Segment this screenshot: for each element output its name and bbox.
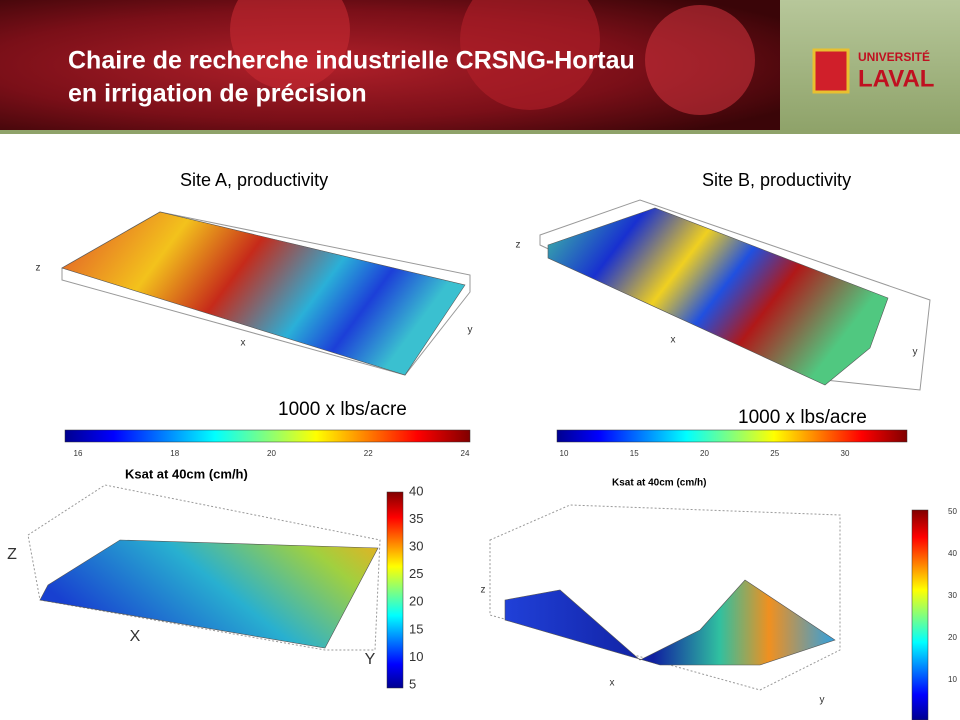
logo-text: UNIVERSITÉ <box>858 49 930 64</box>
colorbar-tick: 50 <box>948 507 957 516</box>
colorbar <box>386 491 404 689</box>
surface <box>61 211 466 376</box>
surface <box>39 539 379 649</box>
colorbar-tick: 10 <box>409 649 423 664</box>
berry <box>230 0 350 90</box>
colorbar-tick: 24 <box>461 449 470 458</box>
colorbar-tick: 5 <box>409 676 416 691</box>
axis-label: z <box>481 585 486 596</box>
plot-title: Ksat at 40cm (cm/h) <box>612 478 706 489</box>
colorbar-tick: 25 <box>770 449 779 458</box>
header-title: Chaire de recherche industrielle CRSNG-H… <box>68 47 635 75</box>
colorbar-tick: 10 <box>948 675 957 684</box>
colorbar-tick: 35 <box>409 511 423 526</box>
colorbar-tick: 16 <box>74 449 83 458</box>
colorbar-tick: 20 <box>409 594 423 609</box>
axis-label: y <box>913 347 918 358</box>
axis-label: z <box>516 240 521 251</box>
axis-label: x <box>241 338 246 349</box>
plot-box <box>539 199 931 391</box>
axis-label: Y <box>365 651 376 668</box>
surface <box>504 579 836 666</box>
figures: Site A, productivity z x y 1000 x lbs/acre 16… <box>7 170 957 720</box>
colorbar <box>556 429 908 443</box>
axis-label: x <box>610 678 615 689</box>
colorbar-tick: 40 <box>948 549 957 558</box>
colorbar-tick: 22 <box>364 449 373 458</box>
colorbar-tick: 30 <box>841 449 850 458</box>
colorbar <box>64 429 471 443</box>
axis-label: x <box>671 335 676 346</box>
colorbar <box>911 509 929 720</box>
colorbar-tick: 20 <box>948 633 957 642</box>
divider <box>0 130 960 134</box>
plot-title: Site B, productivity <box>702 170 851 190</box>
colorbar-tick: 18 <box>170 449 179 458</box>
colorbar-tick: 10 <box>560 449 569 458</box>
axis-label: X <box>130 628 141 645</box>
berry <box>645 5 755 115</box>
colorbar-tick: 15 <box>409 621 423 636</box>
colorbar-tick: 30 <box>948 591 957 600</box>
axis-label: Z <box>7 546 17 563</box>
colorbar-tick: 20 <box>267 449 276 458</box>
colorbar-unit: 1000 x lbs/acre <box>278 399 407 420</box>
header-title: en irrigation de précision <box>68 80 367 108</box>
colorbar-tick: 15 <box>630 449 639 458</box>
plot-title: Ksat at 40cm (cm/h) <box>125 466 248 481</box>
plot-title: Site A, productivity <box>180 170 328 190</box>
berry <box>460 0 600 110</box>
colorbar-tick: 40 <box>409 483 423 498</box>
axis-label: z <box>36 263 41 274</box>
surface <box>547 207 889 386</box>
axis-label: y <box>820 695 825 706</box>
logo-shield <box>812 48 850 94</box>
colorbar-tick: 25 <box>409 566 423 581</box>
logo-text: LAVAL <box>858 65 934 92</box>
colorbar-tick: 20 <box>700 449 709 458</box>
axis-label: y <box>468 325 473 336</box>
colorbar-unit: 1000 x lbs/acre <box>738 407 867 428</box>
plot-box <box>489 504 841 691</box>
colorbar-tick: 30 <box>409 539 423 554</box>
logo-bg <box>780 0 960 130</box>
